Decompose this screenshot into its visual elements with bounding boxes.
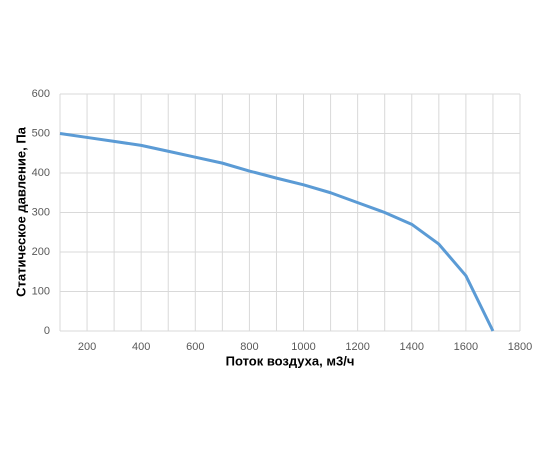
y-tick-label: 200 <box>32 246 50 258</box>
x-tick-label: 1600 <box>454 341 478 353</box>
x-tick-label: 800 <box>240 341 258 353</box>
y-tick-label: 400 <box>32 167 50 179</box>
x-tick-label: 200 <box>78 341 96 353</box>
x-tick-label: 1000 <box>291 341 315 353</box>
y-tick-label: 100 <box>32 285 50 297</box>
x-axis-title: Поток воздуха, м3/ч <box>226 353 355 368</box>
y-tick-label: 500 <box>32 127 50 139</box>
y-tick-label: 600 <box>32 88 50 100</box>
x-tick-label: 600 <box>186 341 204 353</box>
x-tick-label: 1800 <box>508 341 532 353</box>
y-tick-label: 0 <box>44 325 50 337</box>
data-line <box>59 132 495 332</box>
x-tick-label: 1400 <box>400 341 424 353</box>
x-tick-label: 400 <box>132 341 150 353</box>
y-tick-label: 300 <box>32 206 50 218</box>
y-axis-title: Статическое давление, Па <box>13 126 28 297</box>
x-tick-label: 1200 <box>345 341 369 353</box>
